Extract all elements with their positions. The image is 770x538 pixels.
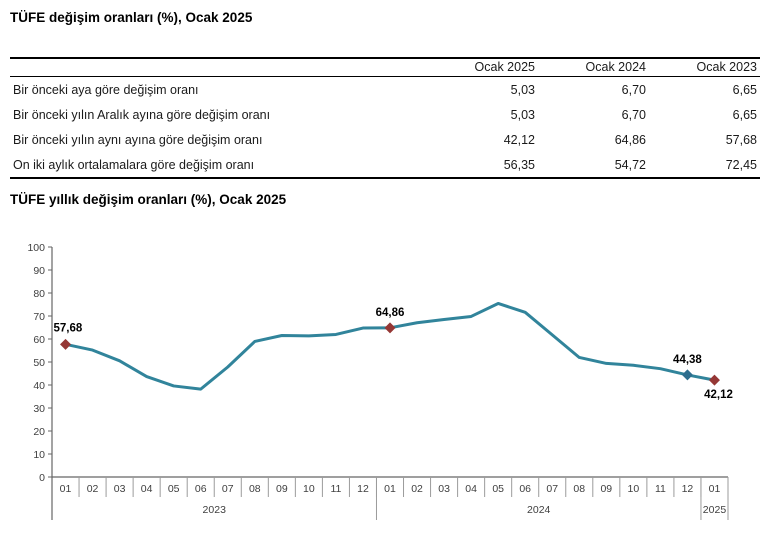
data-point-marker (681, 369, 693, 381)
x-axis-month-label: 07 (222, 483, 234, 495)
table-title: TÜFE değişim oranları (%), Ocak 2025 (10, 10, 253, 25)
row-value: 57,68 (725, 133, 757, 147)
table-row: On iki aylık ortalamalara göre değişim o… (10, 152, 760, 178)
table-corner-cell (10, 58, 427, 77)
y-axis-tick-label: 0 (39, 472, 45, 484)
x-axis-year-label: 2024 (527, 504, 551, 516)
x-axis-month-label: 05 (168, 483, 180, 495)
x-axis-month-label: 01 (60, 483, 72, 495)
table-row: Bir önceki yılın Aralık ayına göre değiş… (10, 102, 760, 127)
x-axis-month-label: 03 (438, 483, 450, 495)
x-axis-month-label: 09 (276, 483, 288, 495)
row-value: 6,70 (621, 83, 646, 97)
chart-title: TÜFE yıllık değişim oranları (%), Ocak 2… (10, 192, 287, 207)
x-axis-month-label: 08 (249, 483, 261, 495)
x-axis-month-label: 08 (573, 483, 585, 495)
data-point-marker (60, 338, 72, 350)
data-point-label: 64,86 (376, 307, 405, 319)
x-axis-month-label: 01 (384, 483, 396, 495)
row-label: Bir önceki yılın Aralık ayına göre değiş… (13, 108, 271, 122)
data-point-marker (708, 374, 720, 386)
data-point-label: 44,38 (673, 354, 702, 366)
y-axis-tick-label: 100 (27, 242, 45, 254)
x-axis-year-label: 2025 (703, 504, 727, 516)
row-value: 56,35 (503, 158, 535, 172)
y-axis-tick-label: 50 (33, 357, 45, 369)
x-axis-month-label: 01 (709, 483, 721, 495)
x-axis-month-label: 04 (465, 483, 477, 495)
table-header-row: Ocak 2025 Ocak 2024 Ocak 2023 (10, 58, 760, 77)
x-axis-month-label: 06 (519, 483, 531, 495)
y-axis-tick-label: 30 (33, 403, 45, 415)
row-value: 54,72 (614, 158, 646, 172)
x-axis-month-label: 11 (330, 483, 341, 495)
y-axis-tick-label: 10 (33, 449, 45, 461)
row-value: 42,12 (503, 133, 535, 147)
row-value: 6,65 (732, 108, 757, 122)
x-axis-month-label: 10 (628, 483, 640, 495)
row-label: On iki aylık ortalamalara göre değişim o… (13, 158, 255, 172)
y-axis-tick-label: 70 (33, 311, 45, 323)
row-value: 6,65 (732, 83, 757, 97)
y-axis-tick-label: 40 (33, 380, 45, 392)
row-value: 5,03 (510, 108, 535, 122)
x-axis-month-label: 06 (195, 483, 207, 495)
x-axis-month-label: 12 (357, 483, 369, 495)
table-row: Bir önceki yılın aynı ayına göre değişim… (10, 127, 760, 152)
data-point-label: 42,12 (704, 389, 733, 401)
table-row: Bir önceki aya göre değişim oranı 5,03 6… (10, 77, 760, 103)
x-axis-month-label: 02 (87, 483, 99, 495)
y-axis-tick-label: 80 (33, 288, 45, 300)
x-axis-month-label: 09 (600, 483, 612, 495)
row-label: Bir önceki aya göre değişim oranı (13, 83, 199, 97)
y-axis-tick-label: 20 (33, 426, 45, 438)
x-axis-month-label: 03 (114, 483, 126, 495)
data-point-marker (384, 322, 396, 334)
x-axis-month-label: 04 (141, 483, 153, 495)
data-point-label: 57,68 (54, 322, 83, 334)
table-col-header: Ocak 2024 (538, 58, 649, 77)
row-value: 72,45 (725, 158, 757, 172)
x-axis-month-label: 12 (682, 483, 694, 495)
x-axis-month-label: 10 (303, 483, 315, 495)
table-col-header: Ocak 2023 (649, 58, 760, 77)
x-axis-month-label: 02 (411, 483, 423, 495)
row-value: 6,70 (621, 108, 646, 122)
x-axis-month-label: 05 (492, 483, 504, 495)
y-axis-tick-label: 90 (33, 265, 45, 277)
x-axis-year-label: 2023 (203, 504, 227, 516)
y-axis-tick-label: 60 (33, 334, 45, 346)
row-label: Bir önceki yılın aynı ayına göre değişim… (13, 133, 263, 147)
summary-table: Ocak 2025 Ocak 2024 Ocak 2023 Bir önceki… (10, 57, 760, 179)
row-value: 64,86 (614, 133, 646, 147)
x-axis-month-label: 11 (655, 483, 666, 495)
x-axis-month-label: 07 (546, 483, 558, 495)
row-value: 5,03 (510, 83, 535, 97)
table-col-header: Ocak 2025 (427, 58, 538, 77)
